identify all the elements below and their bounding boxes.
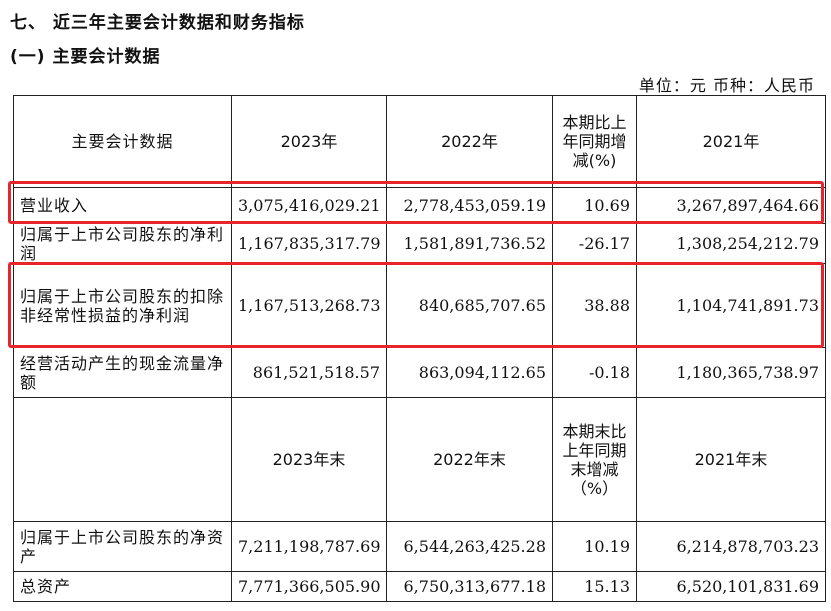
row-label: 营业收入 xyxy=(13,187,232,224)
unit-currency-note: 单位：元 币种：人民币 xyxy=(638,76,815,95)
value-2021: 1,180,365,738.97 xyxy=(636,347,826,398)
header-2023-end: 2023年末 xyxy=(231,397,387,522)
table-row: 经营活动产生的现金流量净额 861,521,518.57 863,094,112… xyxy=(13,347,826,398)
highlight-box-net-profit-excl xyxy=(8,262,824,348)
row-label: 归属于上市公司股东的净利润 xyxy=(13,223,232,264)
header-2022-end: 2022年末 xyxy=(386,397,553,522)
table-row: 总资产 7,771,366,505.90 6,750,313,677.18 15… xyxy=(13,571,826,602)
header-2023: 2023年 xyxy=(231,95,387,188)
value-change: 15.13 xyxy=(552,571,637,602)
value-2021: 6,214,878,703.23 xyxy=(636,521,826,572)
highlight-box-revenue xyxy=(8,181,824,224)
value-change: -0.18 xyxy=(552,347,637,398)
header-2021: 2021年 xyxy=(636,95,826,188)
value-2022: 6,544,263,425.28 xyxy=(386,521,553,572)
value-2022: 1,581,891,736.52 xyxy=(386,223,553,264)
header-main-data: 主要会计数据 xyxy=(13,95,232,188)
value-2022: 6,750,313,677.18 xyxy=(386,571,553,602)
value-2021: 6,520,101,831.69 xyxy=(636,571,826,602)
value-2023: 861,521,518.57 xyxy=(231,347,387,398)
header-change: 本期比上年同期增减(%) xyxy=(552,95,637,188)
value-2023: 7,211,198,787.69 xyxy=(231,521,387,572)
value-change: 10.69 xyxy=(552,187,637,224)
row-label: 归属于上市公司股东的净资产 xyxy=(13,521,232,572)
value-2021: 1,308,254,212.79 xyxy=(636,223,826,264)
value-2022: 863,094,112.65 xyxy=(386,347,553,398)
value-2023: 3,075,416,029.21 xyxy=(231,187,387,224)
row-label: 经营活动产生的现金流量净额 xyxy=(13,347,232,398)
value-2023: 1,167,835,317.79 xyxy=(231,223,387,264)
table-header-row-period-end: 2023年末 2022年末 本期末比上年同期末增减（%） 2021年末 xyxy=(13,397,826,522)
accounting-data-table: 主要会计数据 2023年 2022年 本期比上年同期增减(%) 2021年 营业… xyxy=(13,95,826,602)
row-label: 总资产 xyxy=(13,571,232,602)
value-2023: 7,771,366,505.90 xyxy=(231,571,387,602)
header-2021-end: 2021年末 xyxy=(636,397,826,522)
table-row: 归属于上市公司股东的净资产 7,211,198,787.69 6,544,263… xyxy=(13,521,826,572)
value-2021: 3,267,897,464.66 xyxy=(636,187,826,224)
header-blank xyxy=(13,397,232,522)
header-change-end: 本期末比上年同期末增减（%） xyxy=(552,397,637,522)
table-row: 营业收入 3,075,416,029.21 2,778,453,059.19 1… xyxy=(13,187,826,224)
table-header-row: 主要会计数据 2023年 2022年 本期比上年同期增减(%) 2021年 xyxy=(13,95,826,188)
header-2022: 2022年 xyxy=(386,95,553,188)
section-title: 七、 近三年主要会计数据和财务指标 xyxy=(10,13,305,33)
value-2021: 1,104,741,891.73 xyxy=(636,263,826,348)
value-2022: 840,685,707.65 xyxy=(386,263,553,348)
table-row: 归属于上市公司股东的净利润 1,167,835,317.79 1,581,891… xyxy=(13,223,826,264)
value-change: 10.19 xyxy=(552,521,637,572)
value-change: -26.17 xyxy=(552,223,637,264)
subsection-title: (一) 主要会计数据 xyxy=(10,47,161,67)
